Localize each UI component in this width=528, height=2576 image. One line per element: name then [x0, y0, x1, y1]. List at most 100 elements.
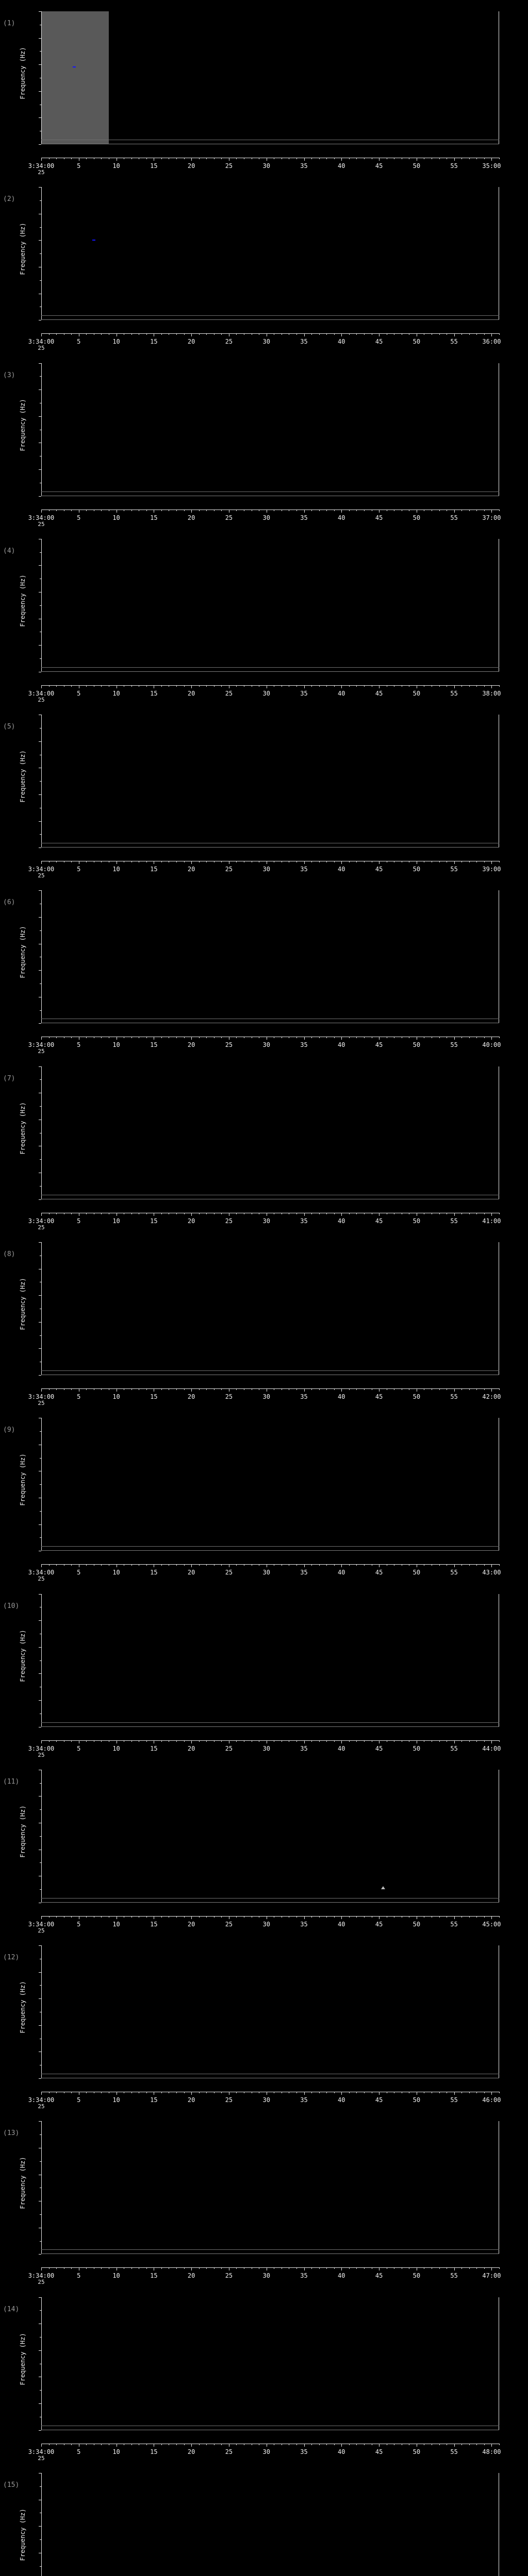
x-axis-tick [491, 861, 492, 865]
x-axis-minor-tick [319, 158, 320, 159]
x-axis-minor-tick [326, 1388, 327, 1390]
plot-area: 02004006008001000 [39, 187, 499, 321]
x-axis-tick-label: 15 [150, 866, 158, 873]
y-axis-minor-tick [40, 1862, 41, 1863]
x-axis-tick-label: 42:00 [482, 1393, 501, 1400]
x-axis-tick [304, 333, 305, 337]
spectrogram-panel: (5) Frequency (Hz) 02004006008001000 3:34:0… [0, 703, 528, 879]
x-axis: 3:34:00 25 5 10 15 20 25 30 35 40 45 50 55 36:00 [28, 333, 501, 351]
x-axis-tick [491, 333, 492, 337]
x-axis-tick-label: 20 [187, 2096, 195, 2104]
x-axis-minor-tick [161, 1212, 162, 1214]
x-axis-minor-tick [176, 1916, 177, 1918]
x-axis-minor-tick [221, 1564, 222, 1566]
y-axis-tick [39, 1796, 41, 1797]
x-axis-minor-tick [349, 1740, 350, 1742]
x-axis-tick-label: 10 [112, 514, 120, 521]
x-axis-tick [41, 685, 42, 688]
panel-index-label: (8) [3, 1250, 15, 1258]
axis-spine [41, 1550, 499, 1551]
x-axis-minor-tick [499, 158, 500, 159]
x-axis-tick-label: 10 [112, 2096, 120, 2104]
x-axis-minor-tick [176, 2092, 177, 2094]
x-axis-tick-label: 25 [225, 1393, 233, 1400]
x-axis-tick-label: 35 [300, 162, 308, 170]
y-axis-minor-tick [40, 2241, 41, 2242]
axis-spine [41, 2249, 499, 2250]
x-axis-minor-tick [484, 2443, 485, 2445]
x-axis-minor-tick [101, 1916, 102, 1918]
x-axis: 3:34:00 25 5 10 15 20 25 30 35 40 45 50 55 44:00 [28, 1740, 501, 1758]
y-axis-minor-tick [40, 1431, 41, 1432]
x-axis-minor-tick [131, 861, 132, 863]
x-axis-tick [454, 2443, 455, 2447]
x-axis-minor-tick [221, 1740, 222, 1742]
x-axis-tick-label: 50 [412, 689, 421, 697]
x-axis-tick [41, 1564, 42, 1568]
x-axis-tick [41, 2092, 42, 2095]
x-axis-minor-tick [71, 2267, 72, 2269]
x-axis-tick [191, 1212, 192, 1216]
x-axis-tick-sublabel: 25 [38, 2103, 45, 2110]
x-axis-tick [454, 158, 455, 161]
x-axis-minor-tick [176, 861, 177, 863]
x-axis-tick [379, 861, 380, 865]
y-axis-label: Frequency (Hz) [19, 1805, 26, 1858]
x-axis-tick [191, 861, 192, 865]
y-axis-label: Frequency (Hz) [19, 1981, 26, 2033]
x-axis-tick-label: 3:34:00 [28, 514, 55, 521]
x-axis-minor-tick [476, 2267, 477, 2269]
panel-index-label: (9) [3, 1426, 15, 1434]
axis-spine [41, 363, 42, 496]
x-axis-tick-label: 40 [338, 689, 345, 697]
x-axis-minor-tick [236, 1388, 237, 1390]
x-axis-minor-tick [56, 1212, 57, 1214]
x-axis-minor-tick [296, 1037, 297, 1039]
x-axis-tick-label: 55 [450, 1393, 458, 1400]
y-axis-minor-tick [40, 658, 41, 659]
x-axis-minor-tick [349, 2092, 350, 2094]
x-axis-tick [491, 2443, 492, 2447]
x-axis-minor-tick [131, 1564, 132, 1566]
x-axis-minor-tick [176, 2443, 177, 2445]
axis-spine [41, 1370, 499, 1371]
x-axis-tick-label: 20 [187, 1041, 195, 1049]
x-axis-minor-tick [311, 861, 312, 863]
x-axis-minor-tick [184, 861, 185, 863]
x-axis-tick-label: 3:34:00 [28, 1744, 55, 1752]
x-axis-minor-tick [161, 2092, 162, 2094]
y-axis-minor-tick [40, 1783, 41, 1784]
triangle-marker [381, 1886, 386, 1889]
x-axis-tick-label: 5 [77, 1569, 81, 1577]
y-axis-minor-tick [40, 605, 41, 606]
y-axis-tick [39, 1673, 41, 1674]
x-axis-tick [379, 1740, 380, 1743]
x-axis-minor-tick [326, 2267, 327, 2269]
x-axis-tick-label: 10 [112, 1920, 120, 1928]
x-axis: 3:34:00 25 5 10 15 20 25 30 35 40 45 50 55 43:00 [28, 1564, 501, 1582]
plot-area: 02004006008001000 [39, 1945, 499, 2079]
x-axis-minor-tick [176, 333, 177, 335]
x-axis-minor-tick [349, 1564, 350, 1566]
x-axis-tick-label: 15 [150, 514, 158, 521]
axis-spine [41, 1546, 499, 1547]
x-axis-tick-label: 25 [225, 1569, 233, 1577]
x-axis-minor-tick [176, 1212, 177, 1214]
x-axis-minor-tick [319, 685, 320, 687]
x-axis-minor-tick [461, 2092, 463, 2094]
x-axis-minor-tick [206, 1388, 207, 1390]
x-axis-tick-label: 3:34:00 [28, 1569, 55, 1577]
x-axis-minor-tick [334, 1740, 335, 1742]
x-axis-tick-label: 45 [375, 2272, 383, 2280]
y-axis-label: Frequency (Hz) [19, 750, 26, 803]
x-axis-tick [304, 861, 305, 865]
x-axis-minor-tick [161, 1388, 162, 1390]
x-axis-minor-tick [56, 2092, 57, 2094]
x-axis-tick [454, 861, 455, 865]
y-axis-tick [39, 1594, 41, 1595]
x-axis-tick [41, 1037, 42, 1040]
x-axis-tick [191, 2092, 192, 2095]
x-axis-minor-tick [146, 1740, 147, 1742]
x-axis-minor-tick [476, 685, 477, 687]
x-axis-minor-tick [326, 1037, 327, 1039]
